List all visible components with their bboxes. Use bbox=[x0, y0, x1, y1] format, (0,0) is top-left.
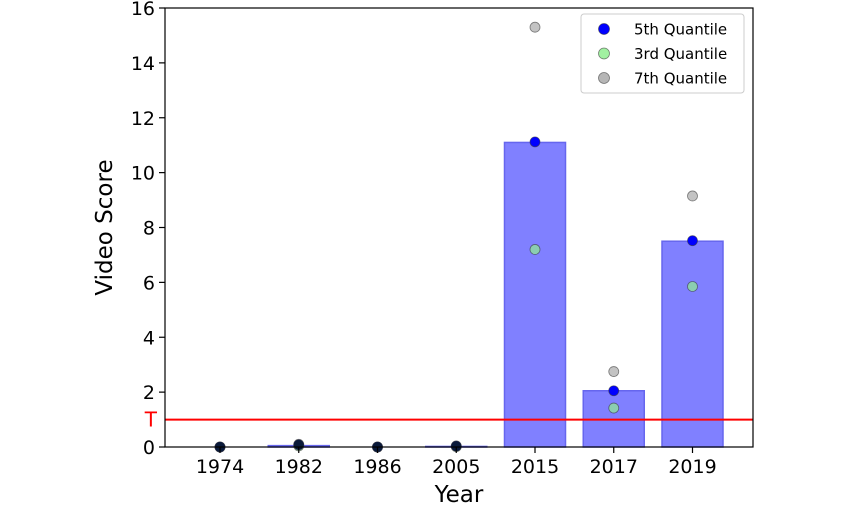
point-5th-quantile-2019 bbox=[687, 235, 698, 247]
legend-marker-1 bbox=[598, 23, 610, 35]
point-7th-quantile-2019 bbox=[687, 190, 698, 202]
y-tick-label-12: 12 bbox=[131, 108, 155, 130]
y-tick-label-4: 4 bbox=[143, 327, 155, 349]
point-5th-quantile-2017 bbox=[608, 385, 620, 397]
x-tick-label-1974: 1974 bbox=[196, 456, 244, 478]
point-7th-quantile-2015 bbox=[529, 21, 541, 33]
x-tick-label-2019: 2019 bbox=[668, 456, 716, 478]
y-tick-label-6: 6 bbox=[143, 272, 155, 294]
bar-2019 bbox=[661, 240, 724, 448]
point-overlap-2005 bbox=[451, 441, 462, 452]
y-tick-label-8: 8 bbox=[143, 218, 155, 240]
y-tick-label-14: 14 bbox=[131, 53, 155, 75]
x-tick-label-1986: 1986 bbox=[353, 456, 401, 478]
point-3rd-quantile-2019 bbox=[687, 281, 698, 292]
threshold-label: T bbox=[144, 408, 158, 432]
point-3rd-quantile-2017 bbox=[608, 402, 620, 414]
legend-marker-2 bbox=[598, 47, 610, 60]
point-5th-quantile-2015 bbox=[529, 136, 541, 148]
y-tick-label-0: 0 bbox=[143, 437, 155, 459]
legend: 5th Quantile 3rd Quantile 7th Quantile bbox=[580, 13, 745, 94]
legend-label-1: 5th Quantile bbox=[634, 21, 727, 39]
x-tick-label-2005: 2005 bbox=[432, 456, 480, 478]
legend-box bbox=[580, 13, 745, 94]
legend-label-3: 7th Quantile bbox=[634, 70, 727, 88]
point-3rd-quantile-2015 bbox=[529, 244, 541, 255]
x-tick-label-1982: 1982 bbox=[275, 456, 323, 478]
x-tick-label-2017: 2017 bbox=[590, 456, 638, 478]
x-axis-label: Year bbox=[434, 482, 484, 508]
y-axis-label: Video Score bbox=[92, 159, 118, 295]
y-tick-label-2: 2 bbox=[143, 382, 155, 404]
y-tick-label-10: 10 bbox=[131, 163, 155, 185]
legend-marker-3 bbox=[598, 72, 610, 84]
legend-label-2: 3rd Quantile bbox=[634, 45, 727, 63]
point-7th-quantile-2017 bbox=[608, 366, 620, 377]
x-tick-label-2015: 2015 bbox=[511, 456, 559, 478]
bar-2015 bbox=[503, 141, 567, 448]
y-tick-label-16: 16 bbox=[131, 0, 155, 20]
